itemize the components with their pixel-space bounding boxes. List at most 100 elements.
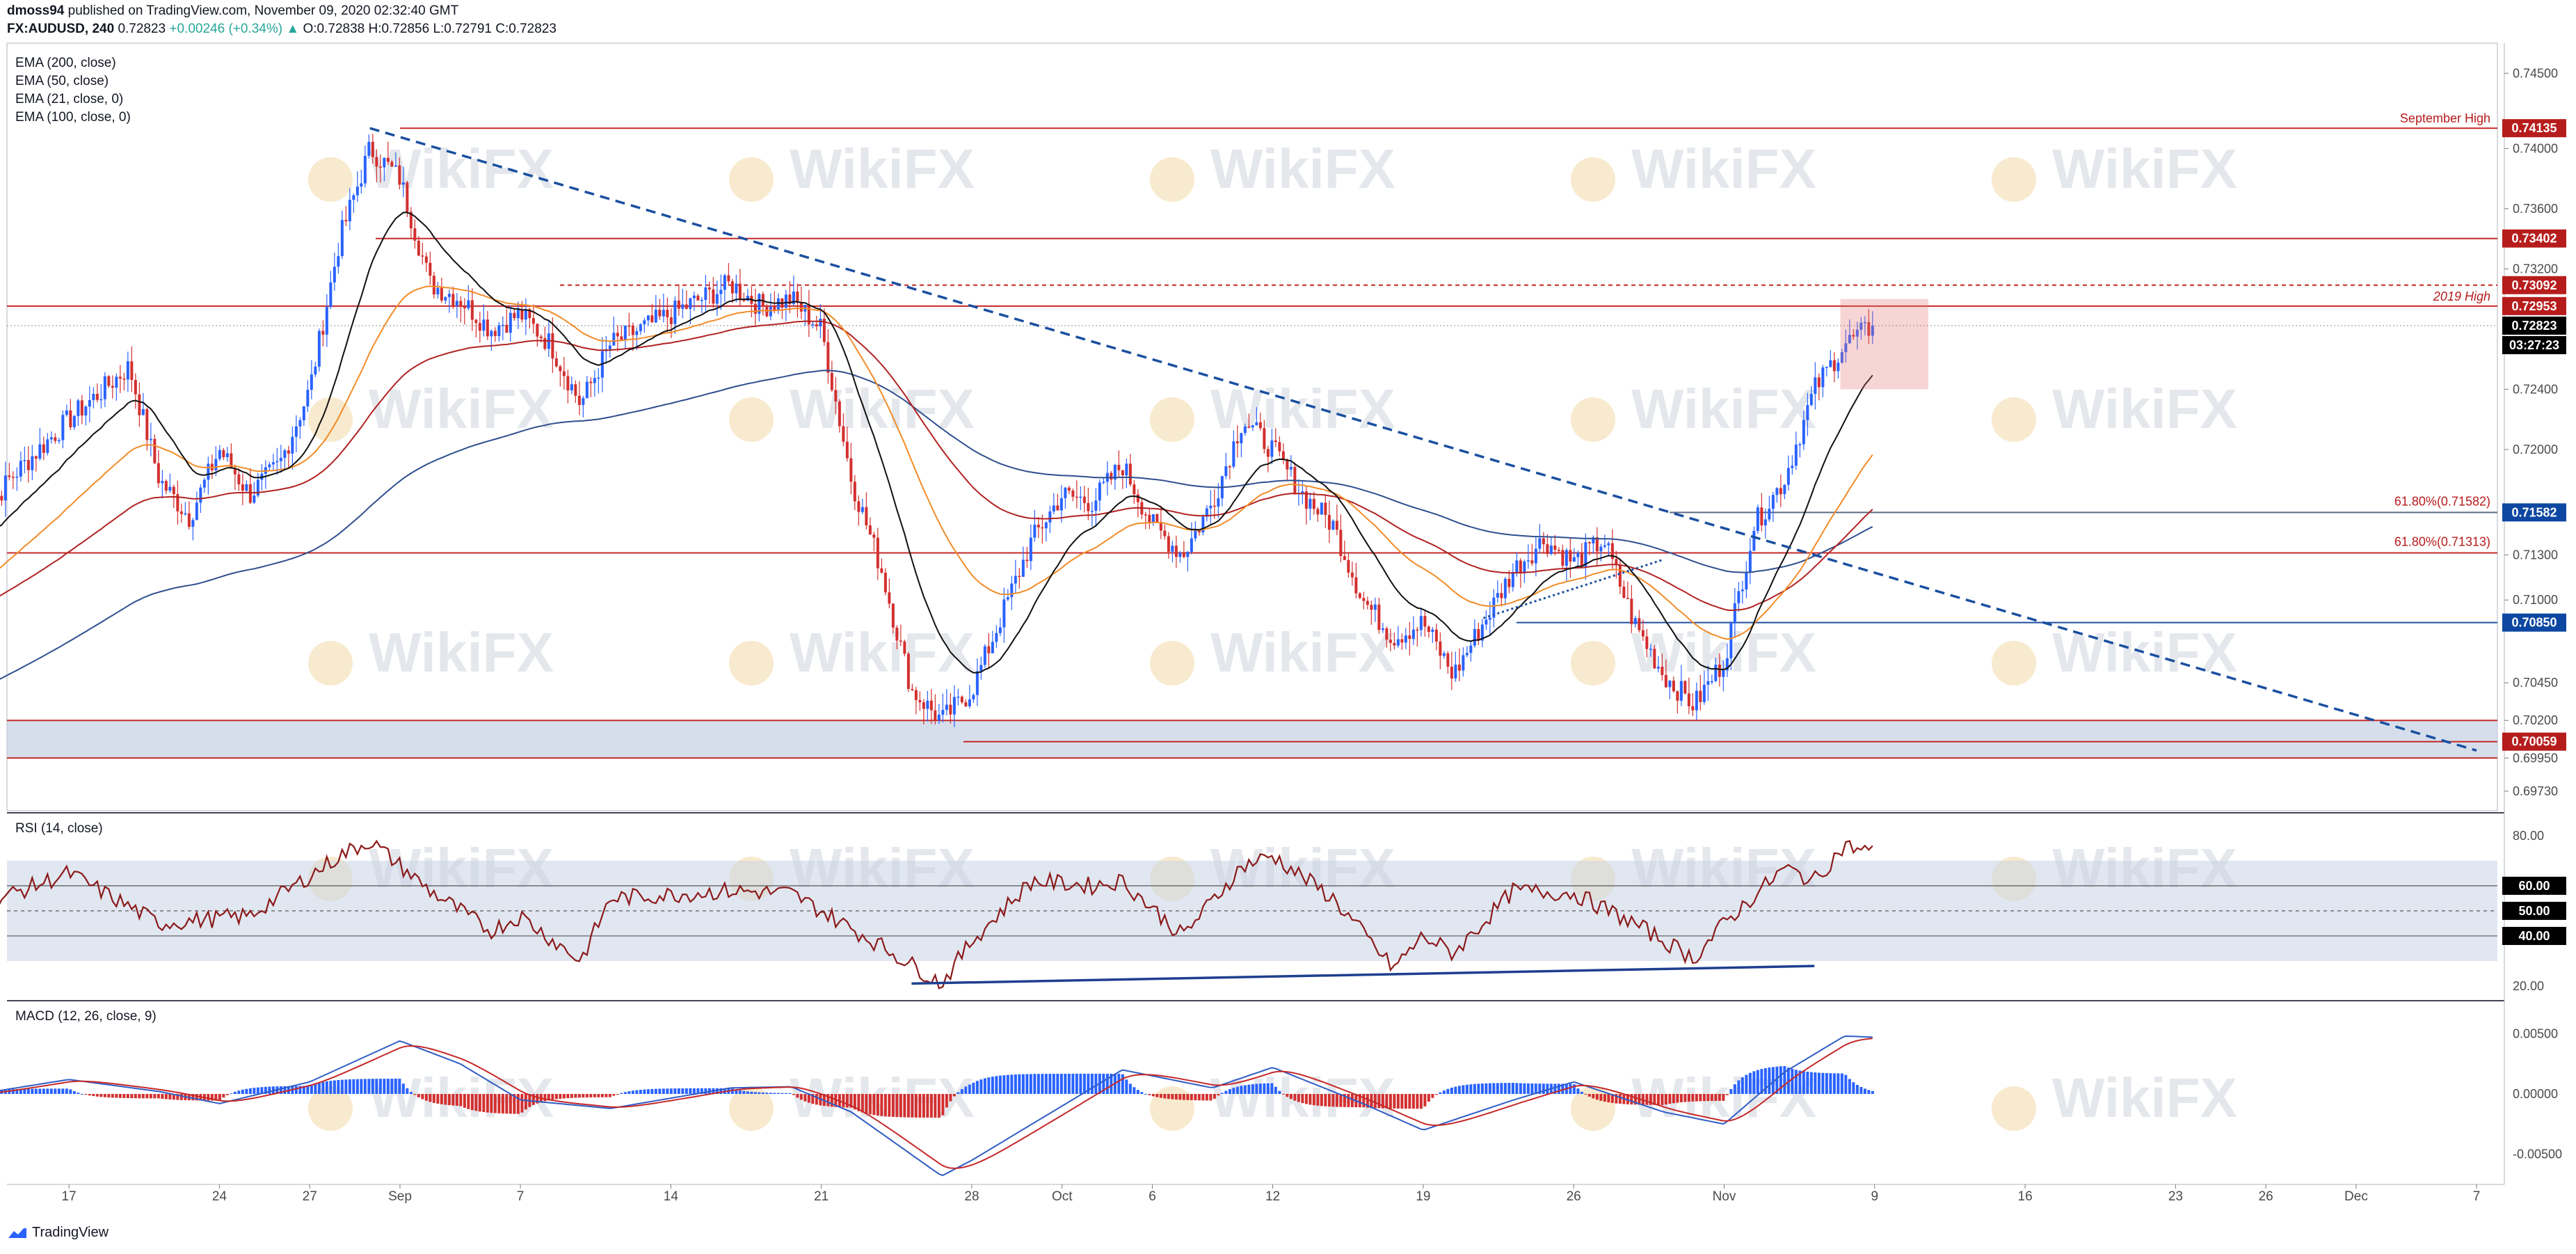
- candle-body: [883, 572, 887, 593]
- candle-body: [1572, 557, 1576, 562]
- tradingview-footer[interactable]: TradingView: [7, 1225, 109, 1241]
- macd-hist-bar: [769, 1093, 772, 1094]
- candle-body: [1530, 560, 1534, 564]
- candle-body: [1010, 583, 1014, 598]
- macd-hist-bar: [991, 1077, 994, 1094]
- macd-hist-bar: [1695, 1094, 1698, 1102]
- candle-body: [822, 318, 826, 342]
- level-annotation: 2019 High: [2433, 289, 2490, 303]
- candle-body: [1633, 618, 1637, 624]
- macd-hist-bar: [1125, 1079, 1128, 1094]
- macd-hist-bar: [673, 1088, 677, 1094]
- macd-hist-bar: [1178, 1094, 1182, 1100]
- candle-body: [1155, 514, 1159, 523]
- macd-hist-bar: [911, 1094, 914, 1118]
- candle-body: [1117, 464, 1121, 470]
- macd-hist-bar: [995, 1076, 998, 1094]
- macd-hist-bar: [210, 1094, 214, 1101]
- macd-hist-bar: [317, 1083, 321, 1094]
- candle-body: [474, 319, 478, 324]
- candle-body: [1587, 542, 1591, 543]
- macd-hist-bar: [1033, 1074, 1037, 1094]
- macd-hist-bar: [1377, 1094, 1381, 1109]
- macd-hist-bar: [620, 1093, 623, 1094]
- macd-hist-bar: [689, 1088, 692, 1094]
- candle-body: [998, 627, 1002, 633]
- candle-body: [80, 400, 83, 416]
- macd-hist-bar: [61, 1088, 65, 1094]
- macd-hist-bar: [1396, 1094, 1400, 1109]
- macd-hist-bar: [635, 1090, 639, 1094]
- ema-21-line: [0, 212, 1873, 674]
- candle-body: [941, 710, 945, 715]
- macd-hist-bar: [1450, 1087, 1453, 1094]
- candle-body: [788, 294, 792, 304]
- macd-hist-bar: [352, 1079, 355, 1094]
- macd-hist-bar: [520, 1094, 524, 1113]
- macd-hist-bar: [237, 1090, 241, 1094]
- macd-hist-bar: [1381, 1094, 1384, 1109]
- macd-hist-bar: [983, 1078, 986, 1094]
- wikifx-logo-icon: [1571, 157, 1615, 202]
- candle-body: [700, 299, 703, 301]
- macd-hist-bar: [333, 1080, 336, 1094]
- candle-body: [1205, 508, 1208, 517]
- macd-hist-bar: [38, 1088, 42, 1094]
- candle-body: [1309, 498, 1312, 509]
- macd-hist-bar: [964, 1086, 968, 1094]
- macd-hist-bar: [497, 1094, 501, 1113]
- candle-body: [1630, 598, 1633, 624]
- candle-body: [237, 474, 241, 484]
- macd-hist-bar: [972, 1082, 975, 1094]
- price-label: 0.71582: [2511, 505, 2557, 519]
- rsi-title: RSI (14, close): [15, 821, 103, 836]
- candle-body: [333, 267, 336, 283]
- candle-body: [1167, 536, 1170, 552]
- macd-hist-bar: [960, 1089, 963, 1094]
- date-tick-label: 28: [964, 1189, 979, 1204]
- candle-body: [1347, 559, 1350, 573]
- candle-body: [1128, 463, 1132, 485]
- macd-hist-bar: [926, 1094, 929, 1118]
- candle-body: [1377, 604, 1381, 630]
- candle-body: [1565, 550, 1568, 566]
- candle-body: [1178, 553, 1182, 557]
- macd-hist-bar: [1079, 1073, 1082, 1094]
- candle-body: [539, 336, 543, 338]
- macd-hist-bar: [245, 1088, 248, 1094]
- macd-hist-bar: [1530, 1083, 1534, 1094]
- date-tick-label: 23: [2168, 1189, 2183, 1204]
- candle-body: [1676, 691, 1679, 701]
- candle-body: [1852, 335, 1855, 337]
- up-arrow-icon: ▲: [286, 22, 300, 36]
- candle-body: [1722, 670, 1725, 677]
- candle-body: [861, 507, 864, 512]
- author-name[interactable]: dmoss94: [7, 3, 65, 18]
- macd-hist-bar: [1235, 1086, 1239, 1094]
- macd-hist-bar: [1190, 1094, 1193, 1101]
- candle-body: [730, 281, 734, 294]
- macd-hist-bar: [363, 1079, 367, 1094]
- candle-body: [1500, 593, 1503, 598]
- macd-hist-bar: [424, 1094, 428, 1101]
- macd-hist-bar: [1702, 1094, 1706, 1102]
- candle-body: [1067, 487, 1071, 491]
- macd-hist-bar: [1404, 1094, 1407, 1109]
- candle-body: [482, 319, 486, 331]
- candle-body: [574, 384, 577, 396]
- macd-hist-bar: [1480, 1084, 1484, 1094]
- date-tick-label: 14: [664, 1189, 679, 1204]
- macd-hist-bar: [1182, 1094, 1185, 1100]
- candle-body: [650, 315, 654, 323]
- macd-hist-bar: [803, 1094, 807, 1102]
- candle-body: [111, 386, 114, 388]
- macd-hist-bar: [1110, 1073, 1113, 1094]
- candle-body: [1756, 507, 1759, 531]
- macd-hist-bar: [1102, 1073, 1105, 1094]
- macd-hist-bar: [378, 1079, 382, 1094]
- candle-body: [1240, 433, 1243, 444]
- wikifx-logo-icon: [308, 1086, 353, 1131]
- macd-hist-bar: [788, 1093, 792, 1094]
- symbol-name[interactable]: FX:AUDUSD, 240: [7, 22, 115, 36]
